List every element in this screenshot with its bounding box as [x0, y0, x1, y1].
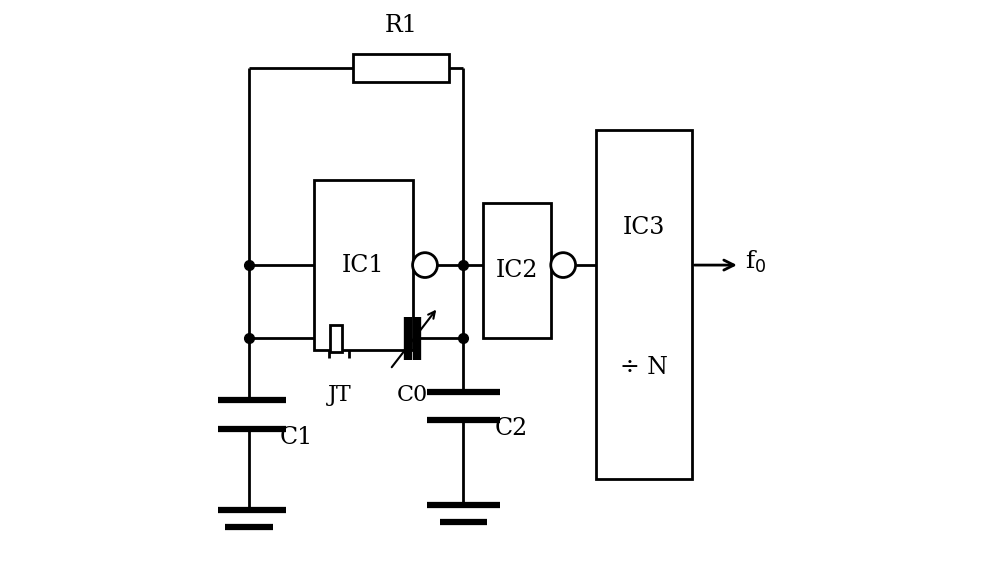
Text: C1: C1	[280, 426, 313, 448]
Bar	[353, 54, 449, 82]
Bar	[330, 325, 342, 351]
Text: IC1: IC1	[342, 254, 384, 276]
Bar	[483, 203, 551, 338]
Text: ÷ N: ÷ N	[620, 356, 668, 379]
Text: R1: R1	[385, 14, 418, 37]
Circle shape	[413, 253, 437, 277]
Text: C0: C0	[397, 384, 428, 406]
Text: IC3: IC3	[623, 216, 665, 239]
Circle shape	[551, 253, 576, 277]
Text: IC2: IC2	[496, 259, 538, 282]
Bar	[314, 180, 413, 350]
Text: JT: JT	[327, 384, 351, 406]
Text: f$_0$: f$_0$	[745, 249, 767, 275]
Text: C2: C2	[494, 417, 528, 440]
Bar	[596, 130, 692, 479]
